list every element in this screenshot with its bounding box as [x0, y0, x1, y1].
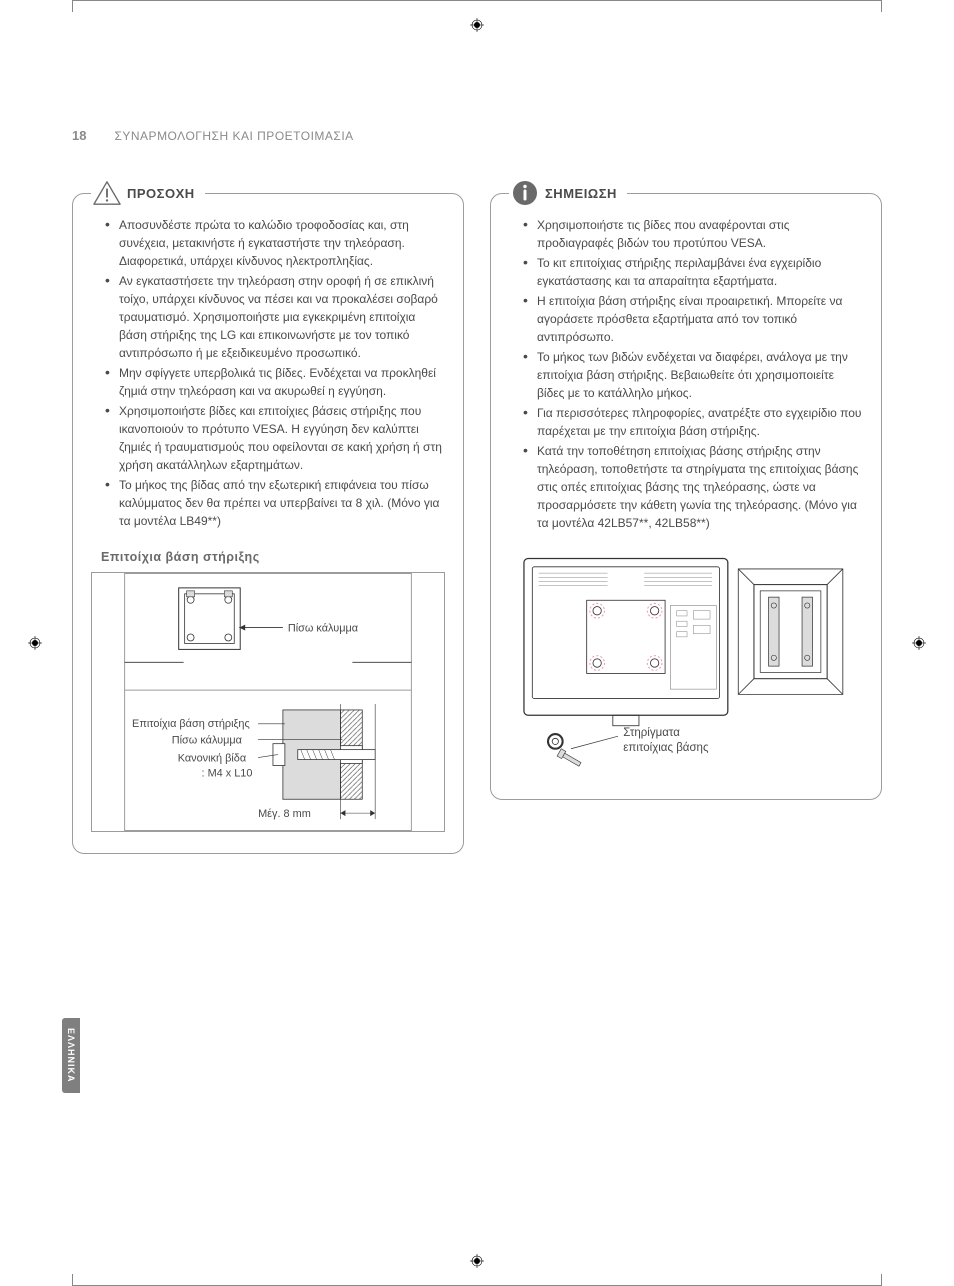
mount-diagram: Πίσω κάλυμμα: [91, 572, 445, 832]
crop-mark-bottom: [470, 1254, 484, 1268]
caution-list: Αποσυνδέστε πρώτα το καλώδιο τροφοδοσίας…: [91, 216, 445, 530]
crop-mark-left: [28, 636, 42, 650]
list-item: Η επιτοίχια βάση στήριξης είναι προαιρετ…: [523, 292, 863, 346]
list-item: Αποσυνδέστε πρώτα το καλώδιο τροφοδοσίας…: [105, 216, 445, 270]
note-icon: [511, 180, 539, 206]
label-max: Μέγ. 8 mm: [258, 808, 311, 820]
list-item: Το κιτ επιτοίχιας στήριξης περιλαμβάνει …: [523, 254, 863, 290]
label-mount: Επιτοίχια βάση στήριξης: [132, 718, 250, 730]
list-item: Χρησιμοποιήστε τις βίδες που αναφέρονται…: [523, 216, 863, 252]
label-spacers2: επιτοίχιας βάσης: [623, 742, 709, 754]
section-title: ΣΥΝΑΡΜΟΛΟΓΗΣΗ ΚΑΙ ΠΡΟΕΤΟΙΜΑΣΙΑ: [114, 129, 353, 143]
label-back-cover: Πίσω κάλυμμα: [288, 623, 358, 635]
list-item: Το μήκος των βιδών ενδέχεται να διαφέρει…: [523, 348, 863, 402]
caution-title: ΠΡΟΣΟΧΗ: [127, 186, 195, 201]
list-item: Κατά την τοποθέτηση επιτοίχιας βάσης στή…: [523, 442, 863, 532]
crop-mark-top: [470, 18, 484, 32]
caution-box: ΠΡΟΣΟΧΗ Αποσυνδέστε πρώτα το καλώδιο τρο…: [72, 193, 464, 854]
diagram1-title: Επιτοίχια βάση στήριξης: [101, 550, 445, 564]
list-item: Το μήκος της βίδας από την εξωτερική επι…: [105, 476, 445, 530]
caution-icon: [93, 180, 121, 206]
label-back-cover2: Πίσω κάλυμμα: [172, 735, 242, 747]
tv-diagram: Στηρίγματα επιτοίχιας βάσης: [509, 548, 863, 778]
note-box: ΣΗΜΕΙΩΣΗ Χρησιμοποιήστε τις βίδες που αν…: [490, 193, 882, 800]
list-item: Αν εγκαταστήσετε την τηλεόραση στην οροφ…: [105, 272, 445, 362]
page-number: 18: [72, 128, 86, 143]
label-screw-spec: : M4 x L10: [202, 767, 253, 779]
note-title: ΣΗΜΕΙΩΣΗ: [545, 186, 617, 201]
list-item: Χρησιμοποιήστε βίδες και επιτοίχιες βάσε…: [105, 402, 445, 474]
crop-mark-right: [912, 636, 926, 650]
language-tab: ΕΛΛΗΝΙΚΑ: [62, 1018, 80, 1093]
label-screw: Κανονική βίδα: [178, 753, 246, 765]
list-item: Μην σφίγγετε υπερβολικά τις βίδες. Ενδέχ…: [105, 364, 445, 400]
list-item: Για περισσότερες πληροφορίες, ανατρέξτε …: [523, 404, 863, 440]
note-list: Χρησιμοποιήστε τις βίδες που αναφέρονται…: [509, 216, 863, 532]
label-spacers1: Στηρίγματα: [623, 727, 680, 739]
